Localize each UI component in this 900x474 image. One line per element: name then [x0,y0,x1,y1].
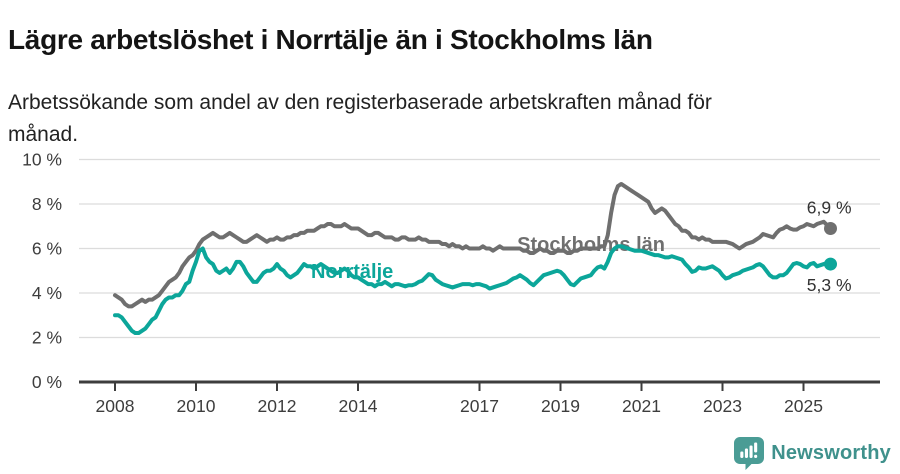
exclamation-bar [754,442,758,453]
series-line-norrtalje [113,244,833,336]
x-tick-label: 2010 [177,396,216,416]
newsworthy-speech-bubble-icon [734,437,765,470]
x-tick-label: 2017 [460,396,499,416]
bar-chart-glyph [740,442,758,458]
exclamation-dot [754,454,758,458]
x-tick-label: 2021 [622,396,661,416]
chart-subtitle: Arbetssökande som andel av den registerb… [8,91,712,146]
y-tick-label: 4 % [32,283,62,303]
x-tick-label: 2019 [541,396,580,416]
y-tick-label: 6 % [32,239,62,259]
x-tick-label: 2023 [703,396,742,416]
series-end-dot-norrtalje [824,257,837,271]
y-tick-label: 10 % [22,150,62,170]
series-label-norrtalje: Norrtälje [311,261,393,283]
page-title: Lägre arbetslöshet i Norrtälje än i Stoc… [8,23,653,55]
y-tick-label: 0 % [32,372,62,392]
y-tick-label: 8 % [32,194,62,214]
end-value-label-norrtalje: 5,3 % [807,275,852,295]
line-chart: 0 % 2 % 4 % 6 % 8 % 10 % 2008 2010 2012 2014 2017 2… [0,140,900,440]
x-tick-label: 2014 [339,396,378,416]
series-line-stockholms-lan [113,181,833,309]
end-value-label-stockholms-lan: 6,9 % [807,197,852,217]
line-chart-canvas: 0 % 2 % 4 % 6 % 8 % 10 % 2008 2010 2012 2014 2017 2… [22,150,880,416]
x-tick-label: 2008 [96,396,135,416]
newsworthy-logo: Newsworthy [734,437,891,470]
speech-bubble-shape [734,437,765,470]
series-end-dot-stockholms-lan [824,221,837,235]
brand-name: Newsworthy [771,442,891,464]
x-tick-label: 2025 [784,396,823,416]
x-tick-label: 2012 [258,396,297,416]
y-tick-label: 2 % [32,328,62,348]
